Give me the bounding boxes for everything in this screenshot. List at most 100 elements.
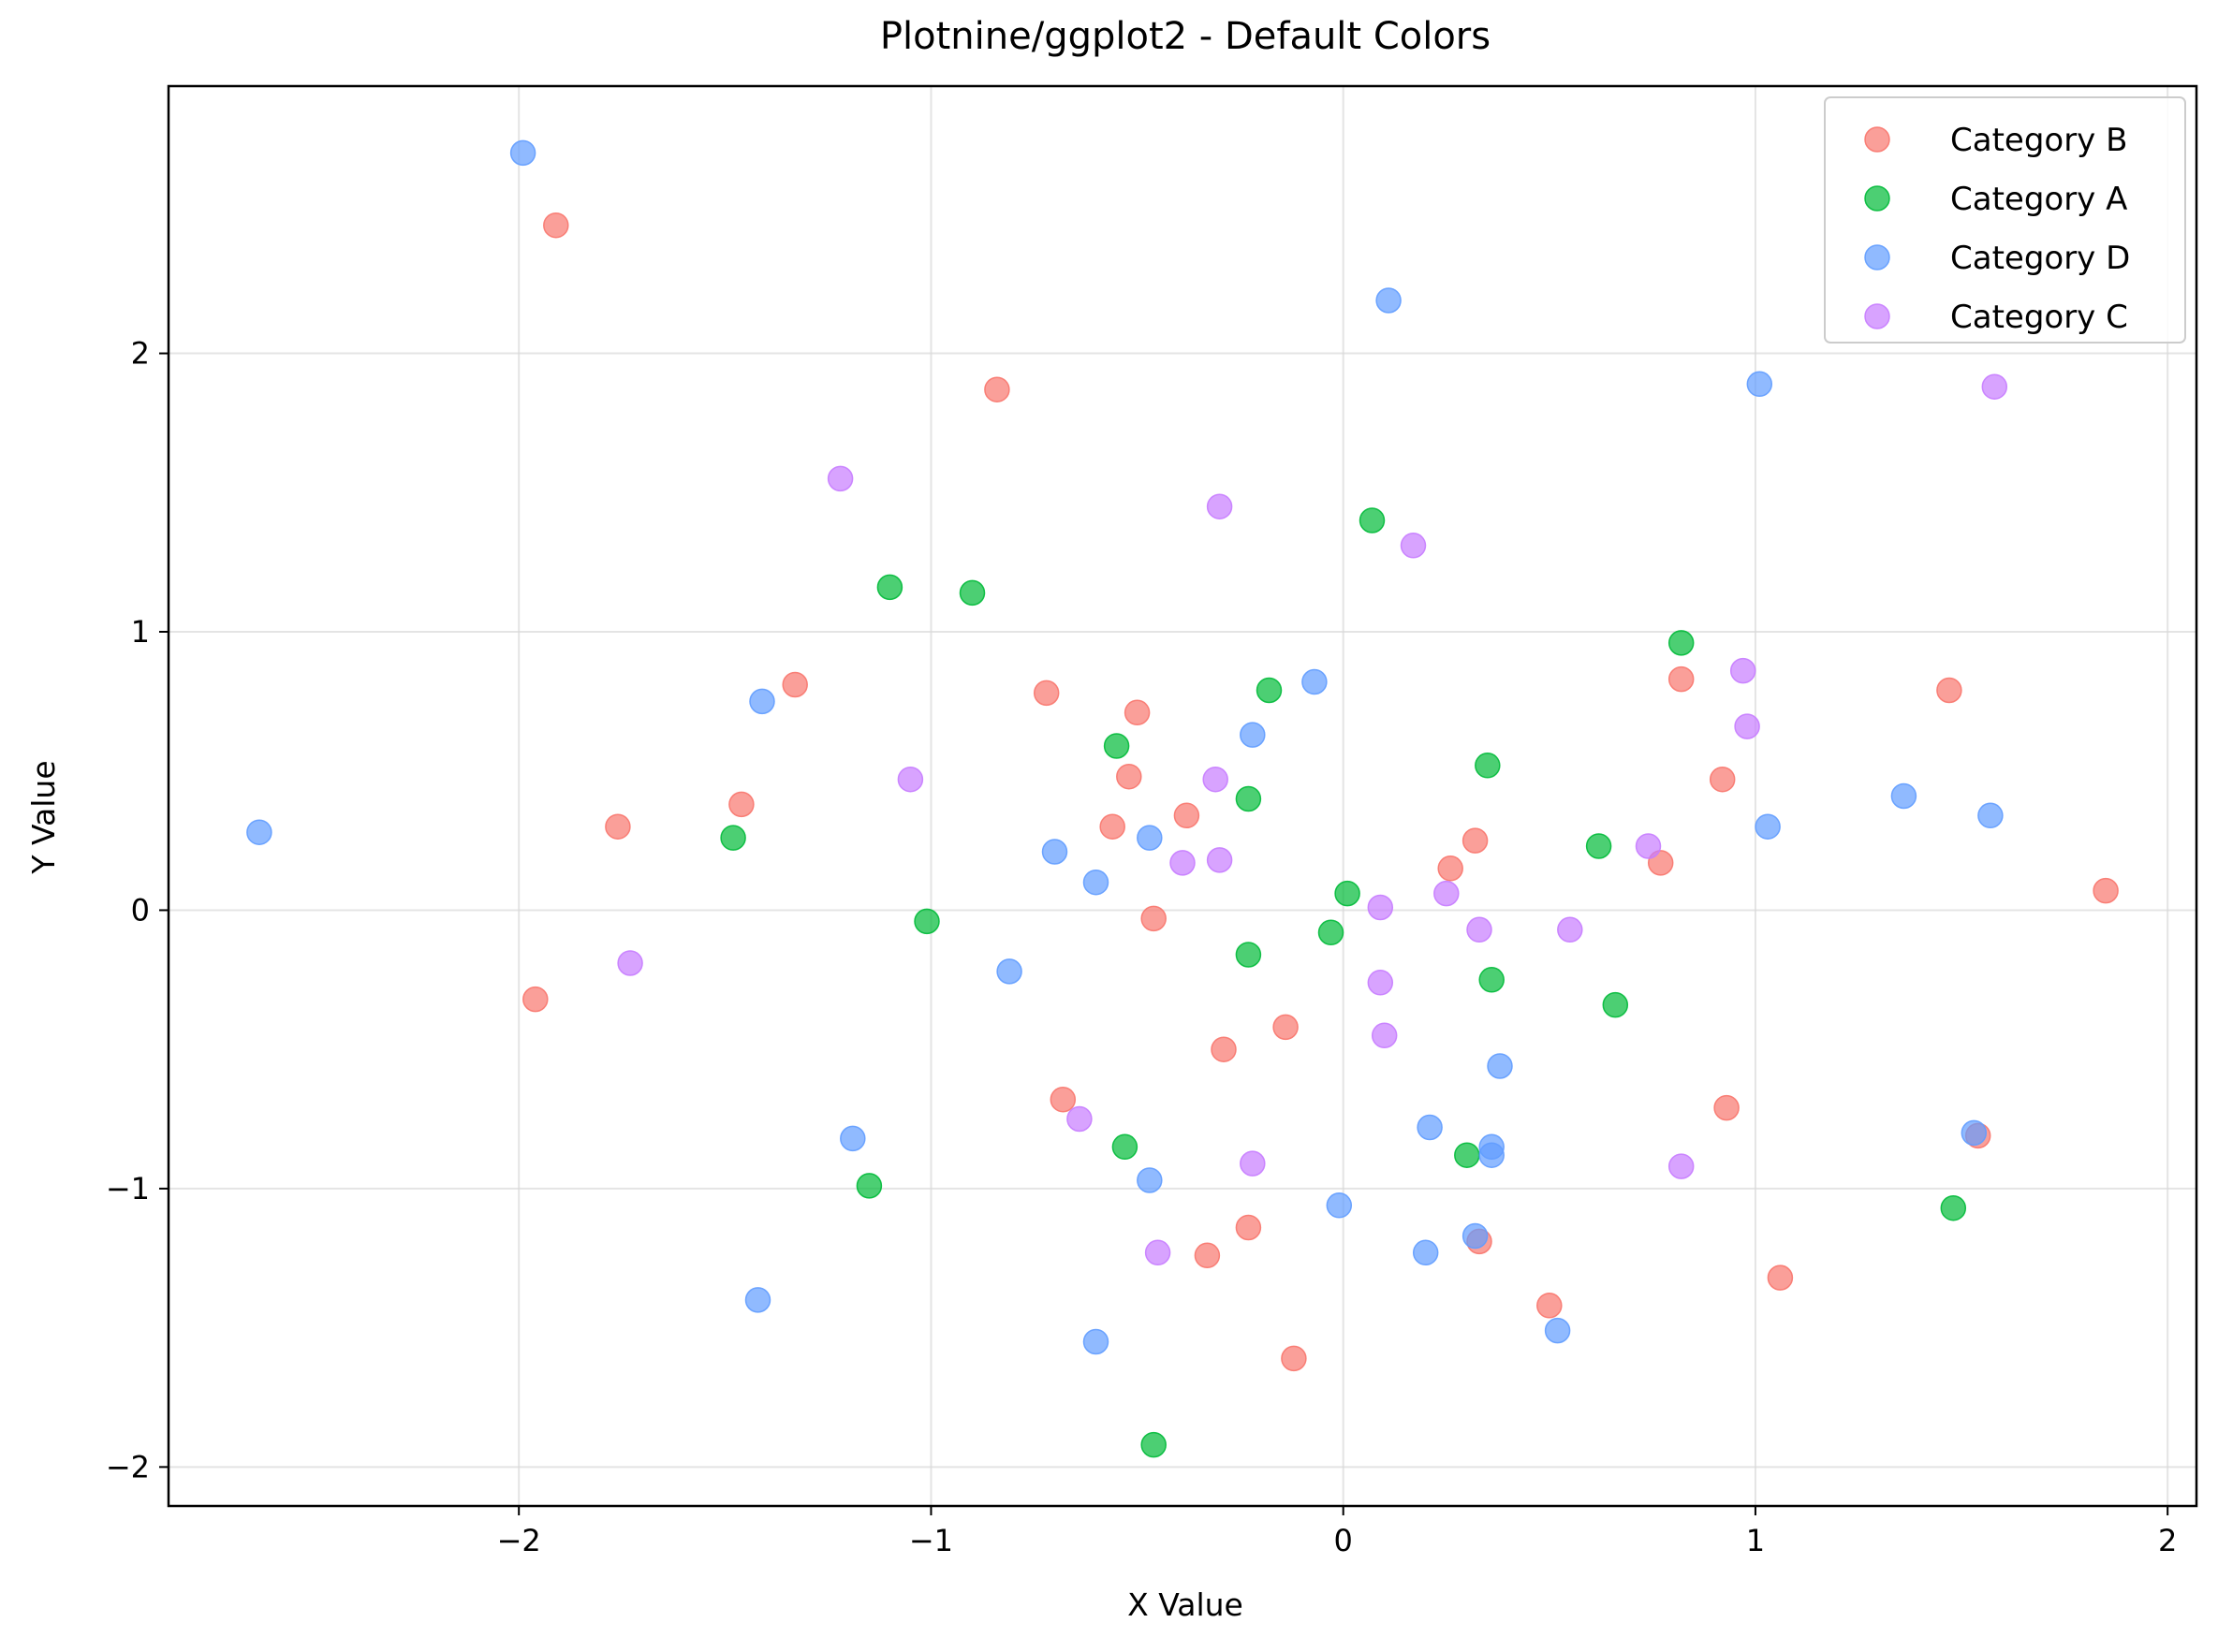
data-point	[1667, 1153, 1695, 1179]
data-point	[1371, 1022, 1398, 1049]
data-point	[1478, 967, 1505, 993]
data-point	[744, 1287, 771, 1313]
data-point	[1667, 665, 1695, 693]
data-point	[1367, 970, 1394, 996]
data-point	[1235, 942, 1262, 968]
data-point	[1746, 371, 1773, 398]
data-point	[1635, 833, 1662, 859]
data-point	[1437, 855, 1463, 882]
data-point	[1066, 1105, 1093, 1133]
y-tick-label: 1	[131, 614, 150, 650]
grid	[169, 86, 2196, 1506]
plot-frame	[167, 84, 2198, 1508]
data-point	[509, 139, 536, 167]
data-point	[2093, 877, 2119, 904]
series-category-c	[617, 373, 2008, 1266]
data-point	[246, 819, 272, 845]
data-point	[1116, 763, 1142, 790]
legend-marker	[1864, 126, 1890, 153]
data-point	[996, 958, 1022, 985]
data-point	[1256, 677, 1283, 704]
data-point	[1890, 782, 1917, 810]
y-tick-label: 0	[131, 892, 150, 928]
legend-label: Category D	[1950, 240, 2130, 277]
legend: Category B Category A Category D Category C	[1824, 96, 2186, 344]
data-points	[246, 139, 2119, 1458]
data-point	[1977, 802, 2004, 829]
data-point	[1082, 869, 1109, 896]
data-point	[1557, 916, 1583, 943]
data-point	[1755, 813, 1781, 840]
data-point	[1173, 802, 1200, 829]
data-point	[728, 791, 755, 818]
data-point	[1936, 677, 1962, 704]
data-point	[749, 688, 775, 715]
y-axis-label: Y Value	[25, 760, 62, 874]
legend-label: Category A	[1950, 181, 2127, 218]
data-point	[1140, 1431, 1167, 1458]
data-point	[876, 574, 903, 601]
data-point	[1140, 905, 1167, 932]
data-point	[522, 986, 549, 1013]
data-point	[1082, 1328, 1109, 1355]
data-point	[1301, 668, 1328, 695]
data-point	[1359, 507, 1386, 534]
data-point	[720, 825, 746, 851]
data-point	[1111, 1133, 1138, 1161]
data-point	[782, 671, 808, 698]
data-point	[1103, 733, 1130, 759]
data-point	[984, 376, 1010, 402]
x-tick-label: −2	[497, 1523, 541, 1558]
data-point	[1767, 1265, 1794, 1291]
data-point	[1235, 785, 1262, 812]
data-point	[1713, 1094, 1740, 1121]
legend-marker	[1864, 303, 1890, 329]
data-point	[1375, 287, 1402, 314]
data-point	[1317, 919, 1344, 946]
data-point	[1734, 713, 1760, 739]
y-tick-label: 2	[131, 336, 150, 372]
data-point	[1206, 493, 1233, 519]
data-point	[1729, 657, 1756, 684]
data-point	[1412, 1239, 1439, 1266]
data-point	[914, 908, 940, 935]
data-point	[1454, 1142, 1480, 1168]
data-point	[1240, 1150, 1266, 1177]
data-point	[1417, 1114, 1443, 1141]
data-point	[1602, 991, 1629, 1018]
data-point	[1272, 1014, 1299, 1041]
data-point	[1211, 1036, 1237, 1062]
data-point	[1667, 630, 1695, 656]
y-tick-label: −2	[106, 1449, 150, 1484]
data-point	[1433, 880, 1460, 907]
series-category-a	[720, 507, 1967, 1458]
data-point	[1206, 847, 1233, 873]
legend-marker	[1864, 185, 1890, 212]
data-point	[1137, 825, 1163, 851]
x-tick-label: 1	[1746, 1523, 1765, 1558]
data-point	[1466, 916, 1492, 943]
data-point	[840, 1125, 866, 1152]
data-point	[1961, 1119, 1988, 1147]
data-point	[1462, 827, 1489, 854]
x-axis-label: X Value	[1127, 1586, 1243, 1623]
data-point	[1202, 766, 1228, 793]
data-point	[1544, 1317, 1571, 1344]
data-point	[1041, 839, 1068, 865]
data-point	[827, 465, 854, 492]
data-point	[1240, 722, 1266, 748]
y-tick-label: −1	[106, 1171, 150, 1206]
chart-title: Plotnine/ggplot2 - Default Colors	[880, 15, 1491, 58]
data-point	[1475, 753, 1501, 779]
data-point	[1281, 1345, 1307, 1372]
axis-ticks: −2 −1 0 1 2 −2 −1 0 1 2	[106, 336, 2178, 1558]
data-point	[1940, 1194, 1967, 1221]
x-tick-label: −1	[909, 1523, 953, 1558]
data-point	[1585, 833, 1612, 859]
data-point	[959, 579, 986, 607]
data-point	[897, 766, 924, 793]
data-point	[1137, 1167, 1163, 1193]
data-point	[856, 1173, 883, 1199]
